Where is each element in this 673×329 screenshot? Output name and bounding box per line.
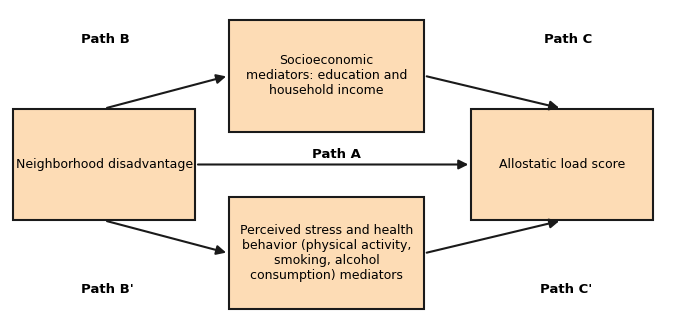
FancyBboxPatch shape [229,20,424,132]
Text: Allostatic load score: Allostatic load score [499,158,625,171]
Text: Path C': Path C' [540,283,592,296]
FancyBboxPatch shape [13,109,195,220]
Text: Socioeconomic
mediators: education and
household income: Socioeconomic mediators: education and h… [246,54,407,97]
FancyBboxPatch shape [229,197,424,309]
Text: Path B: Path B [81,33,129,46]
Text: Perceived stress and health
behavior (physical activity,
smoking, alcohol
consum: Perceived stress and health behavior (ph… [240,224,413,282]
Text: Path A: Path A [312,148,361,161]
Text: Path C: Path C [544,33,592,46]
Text: Path B': Path B' [81,283,133,296]
FancyBboxPatch shape [471,109,653,220]
Text: Neighborhood disadvantage: Neighborhood disadvantage [15,158,193,171]
